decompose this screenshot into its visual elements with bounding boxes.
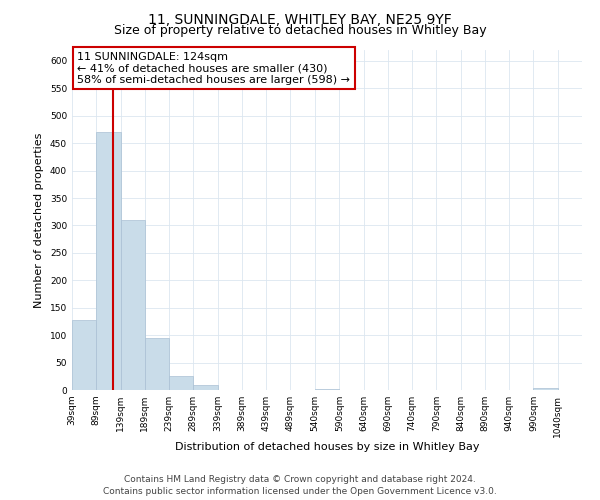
Bar xyxy=(96,132,121,390)
Text: 11 SUNNINGDALE: 124sqm
← 41% of detached houses are smaller (430)
58% of semi-de: 11 SUNNINGDALE: 124sqm ← 41% of detached… xyxy=(77,52,350,85)
Text: Contains HM Land Registry data © Crown copyright and database right 2024.
Contai: Contains HM Land Registry data © Crown c… xyxy=(103,475,497,496)
Bar xyxy=(193,384,218,390)
Bar xyxy=(72,320,96,390)
Bar xyxy=(315,389,340,390)
Y-axis label: Number of detached properties: Number of detached properties xyxy=(34,132,44,308)
X-axis label: Distribution of detached houses by size in Whitley Bay: Distribution of detached houses by size … xyxy=(175,442,479,452)
Bar xyxy=(533,388,558,390)
Bar xyxy=(145,338,169,390)
Bar xyxy=(121,220,145,390)
Text: 11, SUNNINGDALE, WHITLEY BAY, NE25 9YF: 11, SUNNINGDALE, WHITLEY BAY, NE25 9YF xyxy=(148,12,452,26)
Bar xyxy=(169,376,193,390)
Text: Size of property relative to detached houses in Whitley Bay: Size of property relative to detached ho… xyxy=(113,24,487,37)
